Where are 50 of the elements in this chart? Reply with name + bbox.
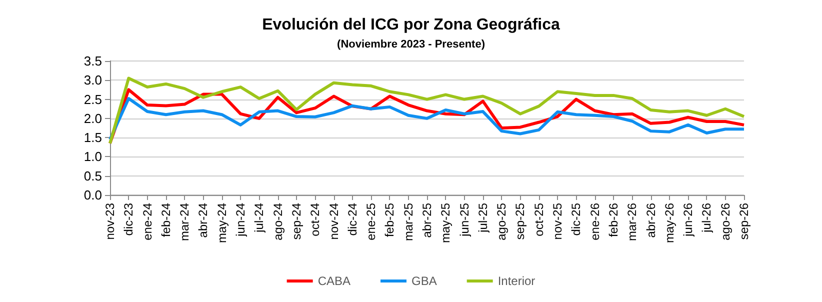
- legend-label: Interior: [498, 274, 536, 288]
- x-tick-label: feb-24: [158, 202, 173, 238]
- x-tick-label: feb-26: [606, 202, 620, 238]
- x-tick-label: nov-24: [326, 202, 341, 240]
- x-tick-label: sep-26: [737, 202, 751, 240]
- x-tick-label: may-26: [662, 202, 676, 244]
- x-tick-label: nov-23: [103, 202, 117, 240]
- y-tick-label: 3.0: [84, 72, 102, 88]
- x-tick-label: feb-25: [382, 202, 397, 238]
- x-tick-label: dic-25: [569, 202, 584, 236]
- chart-title: Evolución del ICG por Zona Geográfica: [262, 16, 560, 34]
- x-tick-label: ago-26: [718, 202, 732, 240]
- x-tick-label: jul-26: [700, 202, 714, 234]
- legend-label: GBA: [411, 274, 437, 288]
- x-tick-label: dic-24: [345, 202, 360, 236]
- x-tick-label: abr-25: [420, 202, 434, 238]
- legend-label: CABA: [318, 274, 351, 288]
- x-tick-label: abr-26: [644, 202, 658, 238]
- line-series: [108, 76, 746, 145]
- x-tick-label: sep-24: [289, 202, 304, 240]
- x-tick-label: ago-24: [270, 202, 285, 240]
- y-tick-label: 3.5: [84, 54, 102, 68]
- x-tick-label: jul-25: [476, 202, 490, 234]
- x-tick-label: oct-25: [532, 202, 546, 236]
- x-tick-label: mar-24: [178, 202, 192, 242]
- x-tick-label: may-25: [438, 202, 453, 244]
- x-tick-label: jun-26: [681, 202, 696, 238]
- x-tick-label: oct-24: [308, 202, 322, 236]
- y-tick-label: 1.0: [84, 149, 102, 164]
- x-tick-label: mar-26: [625, 202, 640, 242]
- x-tick-label: ene-25: [364, 202, 378, 240]
- y-tick-label: 0.0: [84, 188, 102, 202]
- y-tick-label: 0.5: [84, 168, 102, 184]
- x-tick-label: ene-24: [140, 202, 154, 240]
- x-tick-label: jun-24: [234, 202, 248, 238]
- x-tick-label: ago-25: [494, 202, 509, 240]
- x-tick-label: abr-24: [196, 202, 210, 238]
- y-tick-label: 1.5: [84, 130, 102, 146]
- y-tick-label: 2.5: [84, 92, 102, 107]
- x-tick-label: ene-26: [588, 202, 602, 240]
- x-tick-label: mar-25: [401, 202, 416, 242]
- x-tick-label: dic-23: [122, 202, 136, 236]
- y-tick-label: 2.0: [84, 110, 102, 126]
- x-tick-label: nov-25: [550, 202, 565, 240]
- x-tick-label: sep-25: [513, 202, 528, 240]
- x-tick-label: may-24: [214, 202, 229, 244]
- line-series: [108, 97, 746, 141]
- x-tick-label: jul-24: [252, 202, 266, 234]
- x-tick-label: jun-25: [457, 202, 472, 238]
- chart-subtitle: (Noviembre 2023 - Presente): [337, 38, 486, 50]
